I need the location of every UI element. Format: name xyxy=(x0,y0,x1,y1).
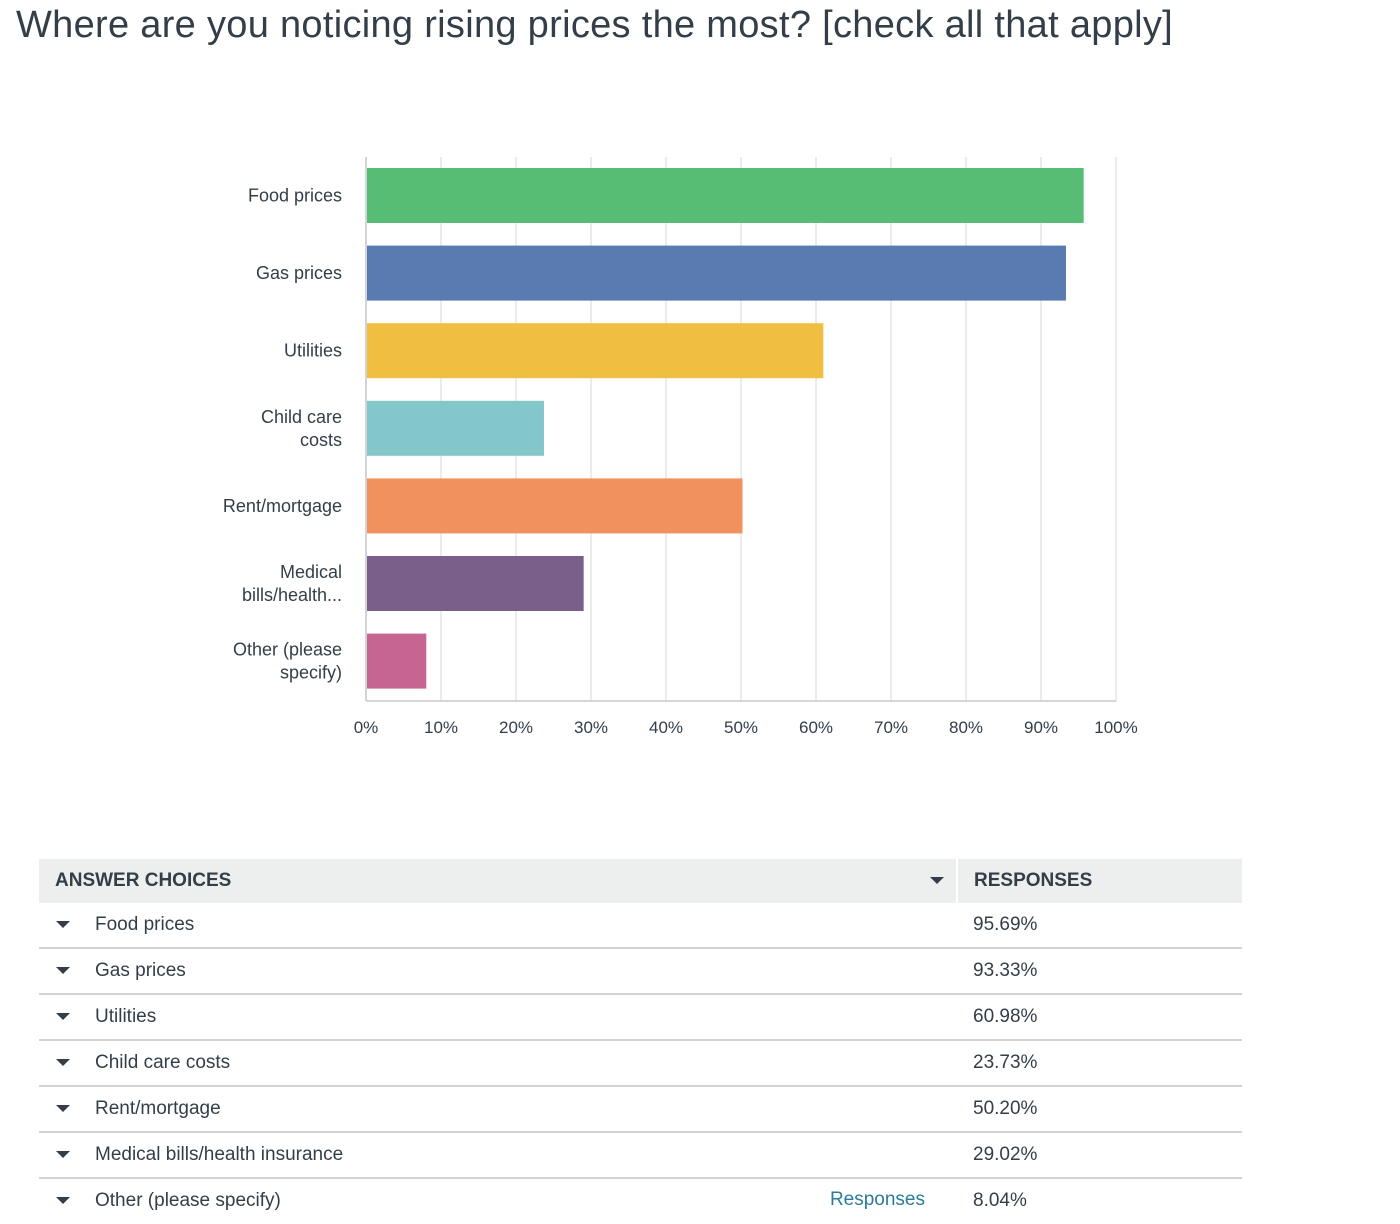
category-label: Utilities xyxy=(284,341,342,361)
bar[interactable] xyxy=(367,168,1084,223)
category-label: bills/health... xyxy=(242,585,342,605)
bar[interactable] xyxy=(367,323,824,379)
bar[interactable] xyxy=(367,400,544,456)
x-tick-label: 20% xyxy=(499,718,533,737)
answer-choice-cell: Gas prices xyxy=(39,948,957,995)
bar[interactable] xyxy=(367,556,584,611)
category-label: Medical xyxy=(280,562,342,582)
answer-choice-label: Utilities xyxy=(95,1006,157,1027)
response-percent: 23.73% xyxy=(957,1040,1242,1087)
bar-chart: 0% 10% 20% 30% 40% 50% 60% 70% 80% 90% 100% Food pr… xyxy=(223,157,1138,737)
expand-caret-icon[interactable] xyxy=(56,1151,70,1159)
expand-caret-icon[interactable] xyxy=(56,1059,70,1067)
response-percent: 8.04% xyxy=(973,1190,1027,1211)
expand-caret-icon[interactable] xyxy=(56,1013,70,1021)
response-percent: 29.02% xyxy=(957,1132,1242,1179)
x-tick-label: 40% xyxy=(649,718,683,737)
table-row: Utilities 60.98% xyxy=(39,994,1242,1041)
bar[interactable] xyxy=(367,633,427,689)
answer-choice-label: Gas prices xyxy=(95,960,186,981)
response-percent: 60.98% xyxy=(957,994,1242,1041)
response-percent: 50.20% xyxy=(957,1086,1242,1133)
results-table: ANSWER CHOICES RESPONSES Food prices 95.6… xyxy=(39,859,1242,1223)
category-label: Other (please xyxy=(233,640,342,660)
expand-caret-icon[interactable] xyxy=(56,967,70,975)
response-percent: 93.33% xyxy=(957,948,1242,995)
x-tick-label: 30% xyxy=(574,718,608,737)
x-tick-label: 60% xyxy=(799,718,833,737)
table-row: Rent/mortgage 50.20% xyxy=(39,1086,1242,1133)
sort-caret-icon[interactable] xyxy=(930,877,944,884)
answer-choices-header-label: ANSWER CHOICES xyxy=(55,870,232,891)
answer-choice-cell: Other (please specify) Responses xyxy=(39,1178,957,1223)
table-header-row: ANSWER CHOICES RESPONSES xyxy=(39,859,1242,903)
x-tick-label: 90% xyxy=(1024,718,1058,737)
bar[interactable] xyxy=(367,478,743,534)
table-row: Medical bills/health insurance 29.02% xyxy=(39,1132,1242,1179)
answer-choice-label: Other (please specify) xyxy=(95,1190,281,1211)
category-label: Gas prices xyxy=(256,263,342,283)
expand-caret-icon[interactable] xyxy=(56,1105,70,1113)
table-row: Gas prices 93.33% xyxy=(39,948,1242,995)
category-label: specify) xyxy=(280,663,342,683)
table-row: Child care costs 23.73% xyxy=(39,1040,1242,1087)
category-label: Child care xyxy=(261,407,342,427)
x-tick-label: 50% xyxy=(724,718,758,737)
bar[interactable] xyxy=(367,245,1066,301)
answer-choices-header[interactable]: ANSWER CHOICES xyxy=(39,859,958,903)
expand-caret-icon[interactable] xyxy=(56,1197,70,1205)
x-tick-label: 100% xyxy=(1094,718,1137,737)
table-row: Food prices 95.69% xyxy=(39,903,1242,949)
category-label: costs xyxy=(300,430,342,450)
answer-choice-label: Child care costs xyxy=(95,1052,231,1073)
answer-choice-cell: Rent/mortgage xyxy=(39,1086,957,1133)
answer-choice-label: Medical bills/health insurance xyxy=(95,1144,344,1165)
category-label: Food prices xyxy=(248,186,342,206)
answer-choice-cell: Food prices xyxy=(39,903,957,949)
answer-choice-cell: Child care costs xyxy=(39,1040,957,1087)
question-title: Where are you noticing rising prices the… xyxy=(16,4,1174,46)
x-tick-label: 70% xyxy=(874,718,908,737)
x-tick-label: 80% xyxy=(949,718,983,737)
response-percent: 95.69% xyxy=(957,903,1242,949)
responses-header-label: RESPONSES xyxy=(974,870,1093,891)
category-label: Rent/mortgage xyxy=(223,496,342,516)
table-row: Other (please specify) Responses 8.04% xyxy=(39,1178,1242,1223)
answer-choice-cell: Utilities xyxy=(39,994,957,1041)
expand-caret-icon[interactable] xyxy=(56,921,70,929)
responses-header: RESPONSES xyxy=(957,859,1242,903)
answer-choice-cell: Medical bills/health insurance xyxy=(39,1132,957,1179)
answer-choice-label: Food prices xyxy=(95,914,195,935)
responses-link[interactable]: Responses xyxy=(829,1189,925,1210)
answer-choice-label: Rent/mortgage xyxy=(95,1098,221,1119)
x-tick-label: 10% xyxy=(424,718,458,737)
x-tick-label: 0% xyxy=(354,718,379,737)
